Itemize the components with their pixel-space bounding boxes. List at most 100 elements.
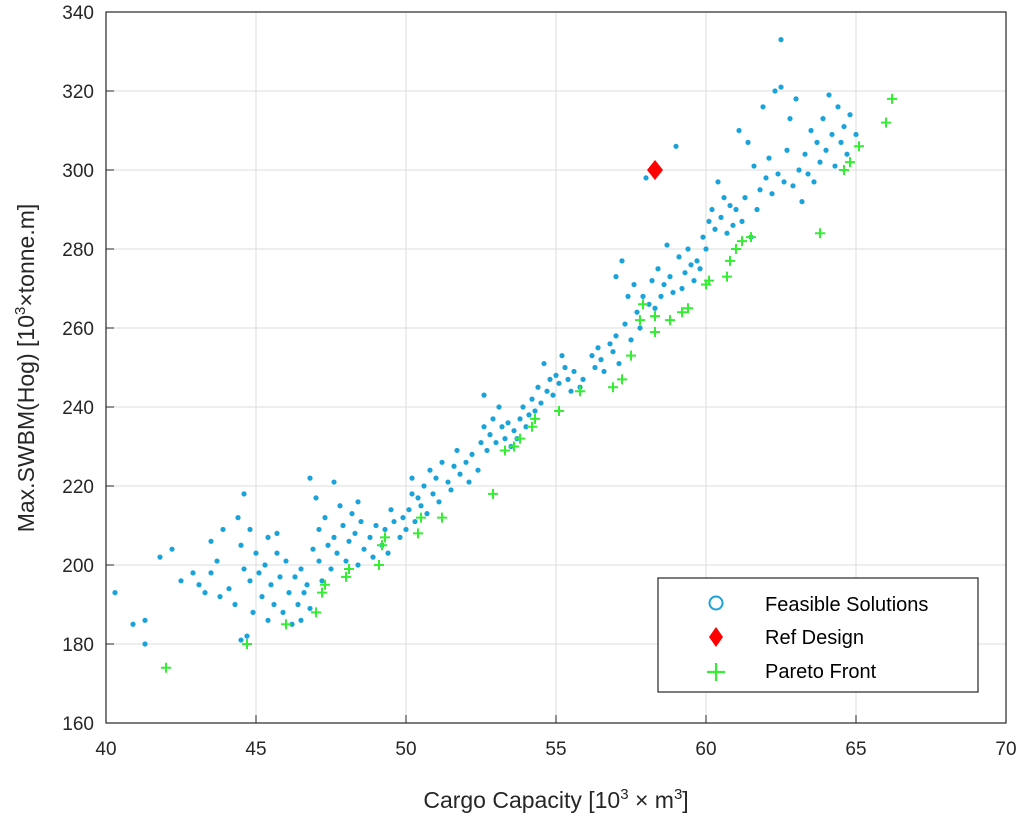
pareto-point (380, 532, 390, 543)
feasible-point (298, 566, 304, 572)
y-tick-label: 260 (62, 319, 94, 340)
x-tick-label: 70 (995, 739, 1016, 760)
feasible-point (334, 550, 340, 556)
feasible-point (202, 590, 208, 596)
pareto-point (341, 571, 351, 582)
feasible-point (652, 305, 658, 311)
y-tick-label: 280 (62, 240, 94, 261)
legend-ref-label: Ref Design (765, 627, 864, 649)
feasible-point (361, 546, 367, 552)
feasible-point (535, 384, 541, 390)
pareto-point (575, 386, 585, 397)
pareto-point (161, 662, 171, 673)
pareto-point (413, 528, 423, 539)
pareto-point (311, 607, 321, 618)
feasible-point (628, 337, 634, 343)
feasible-point (196, 582, 202, 588)
feasible-point (532, 408, 538, 414)
y-axis-label-sup: 3 (12, 307, 29, 315)
feasible-point (790, 183, 796, 189)
feasible-point (484, 447, 490, 454)
feasible-point (781, 179, 787, 185)
feasible-point (469, 451, 475, 457)
feasible-point (838, 139, 844, 145)
feasible-point (490, 416, 496, 422)
x-axis-label-end: ] (682, 787, 688, 813)
feasible-point (316, 526, 322, 533)
feasible-point (481, 392, 487, 398)
feasible-point (565, 376, 571, 382)
feasible-point (463, 459, 469, 465)
feasible-point (262, 562, 268, 568)
feasible-point (592, 364, 598, 371)
feasible-point (655, 266, 661, 272)
feasible-point (763, 175, 769, 181)
pareto-point (554, 405, 564, 416)
feasible-point (661, 281, 667, 288)
feasible-point (415, 495, 421, 501)
feasible-point (403, 526, 409, 533)
feasible-point (724, 230, 730, 236)
feasible-point (310, 546, 316, 552)
feasible-point (268, 582, 274, 588)
feasible-point (247, 526, 253, 533)
pareto-point (737, 236, 747, 247)
pareto-point (437, 512, 447, 523)
feasible-point (292, 574, 298, 580)
feasible-point (559, 353, 565, 359)
feasible-point (841, 123, 847, 130)
y-axis-label-end: ×tonne.m] (13, 204, 39, 307)
x-tick-label: 55 (545, 739, 566, 760)
feasible-point (298, 617, 304, 623)
feasible-point (775, 171, 781, 177)
pareto-point (509, 441, 519, 452)
y-tick-label: 220 (62, 477, 94, 498)
feasible-point (694, 258, 700, 264)
feasible-point (523, 424, 529, 430)
feasible-point (613, 274, 619, 280)
feasible-point (253, 550, 259, 556)
feasible-point (301, 590, 307, 596)
x-tick-label: 60 (695, 739, 716, 760)
feasible-point (673, 143, 679, 149)
feasible-point (766, 155, 772, 161)
feasible-point (796, 167, 802, 173)
axis-ticks: 40 45 50 55 60 65 70 160 180 200 220 240 260 280 300 32… (62, 3, 1016, 760)
feasible-point (769, 191, 775, 197)
x-axis-label-mid: × m (629, 787, 674, 813)
feasible-point (832, 163, 838, 169)
feasible-point (826, 92, 832, 98)
x-axis-label: Cargo Capacity [103 × m3] (423, 786, 688, 813)
feasible-point (709, 206, 715, 213)
feasible-point (322, 515, 328, 521)
feasible-point (283, 558, 289, 564)
feasible-point (853, 131, 859, 138)
pareto-point (650, 326, 660, 337)
pareto-point (731, 244, 741, 254)
feasible-point (571, 368, 577, 375)
feasible-point (616, 360, 622, 367)
pareto-point (665, 315, 675, 326)
data-points (112, 37, 897, 673)
pareto-point (281, 619, 291, 630)
pareto-point (527, 421, 537, 432)
feasible-point (595, 345, 601, 351)
feasible-point (634, 309, 640, 315)
y-tick-label: 200 (62, 556, 94, 577)
pareto-point (725, 255, 735, 266)
feasible-point (751, 163, 757, 169)
feasible-point (670, 289, 676, 296)
feasible-point (496, 404, 502, 410)
feasible-point (721, 195, 727, 201)
feasible-point (526, 412, 532, 418)
feasible-point (397, 534, 403, 540)
feasible-point (730, 222, 736, 228)
feasible-point (685, 246, 691, 252)
feasible-point (745, 139, 751, 145)
feasible-point (319, 578, 325, 584)
feasible-point (340, 522, 346, 529)
feasible-point (718, 214, 724, 220)
feasible-point (226, 586, 232, 592)
pareto-point (416, 512, 426, 523)
